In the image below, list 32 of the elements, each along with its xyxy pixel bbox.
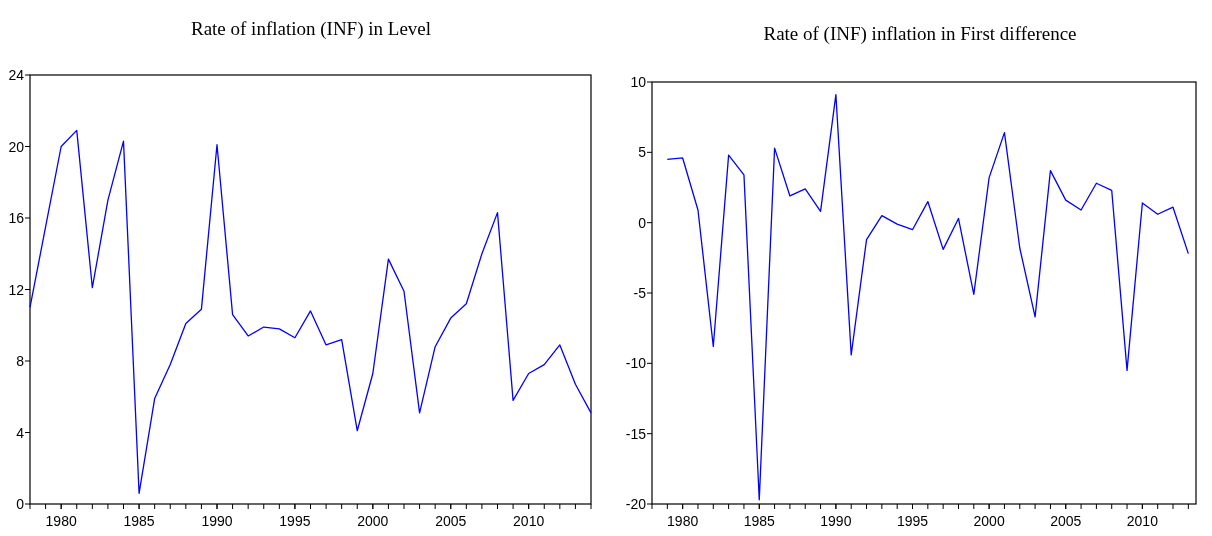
y-tick-label: 20 — [8, 138, 25, 155]
x-tick-label: 1990 — [820, 513, 852, 529]
x-tick-label: 2005 — [1050, 513, 1082, 529]
y-tick-label: -5 — [633, 285, 647, 301]
chart-title: Rate of (INF) inflation in First difference — [763, 23, 1077, 45]
x-tick-label: 2010 — [513, 513, 545, 529]
x-tick-label: 1995 — [279, 513, 311, 529]
y-tick-label: -15 — [625, 425, 647, 442]
y-tick-label: 5 — [638, 144, 647, 161]
y-tick-label: 8 — [16, 353, 25, 369]
x-tick-label: 2010 — [1126, 513, 1159, 529]
y-tick-label: 10 — [630, 74, 647, 90]
x-tick-label: 1980 — [45, 513, 77, 529]
y-tick-label: 12 — [8, 281, 25, 298]
y-tick-label: -10 — [625, 355, 647, 372]
y-tick-label: 4 — [16, 424, 25, 441]
chart-title: Rate of inflation (INF) in Level — [190, 18, 432, 40]
line-series — [29, 129, 592, 494]
x-tick-label: 2000 — [357, 513, 389, 529]
x-tick-label: 1985 — [743, 513, 776, 529]
y-tick-label: 0 — [16, 496, 25, 512]
x-tick-label: 2005 — [435, 513, 467, 529]
y-tick-label: 24 — [8, 67, 25, 83]
y-tick-label: -20 — [625, 496, 647, 512]
x-tick-label: 1995 — [896, 513, 929, 529]
y-tick-label: 16 — [8, 210, 25, 226]
x-tick-label: 1980 — [667, 513, 699, 529]
y-tick-label: 0 — [638, 214, 647, 231]
x-tick-label: 1990 — [201, 513, 233, 529]
x-tick-label: 1985 — [123, 513, 155, 529]
line-series — [666, 94, 1189, 501]
x-tick-label: 2000 — [973, 513, 1005, 529]
